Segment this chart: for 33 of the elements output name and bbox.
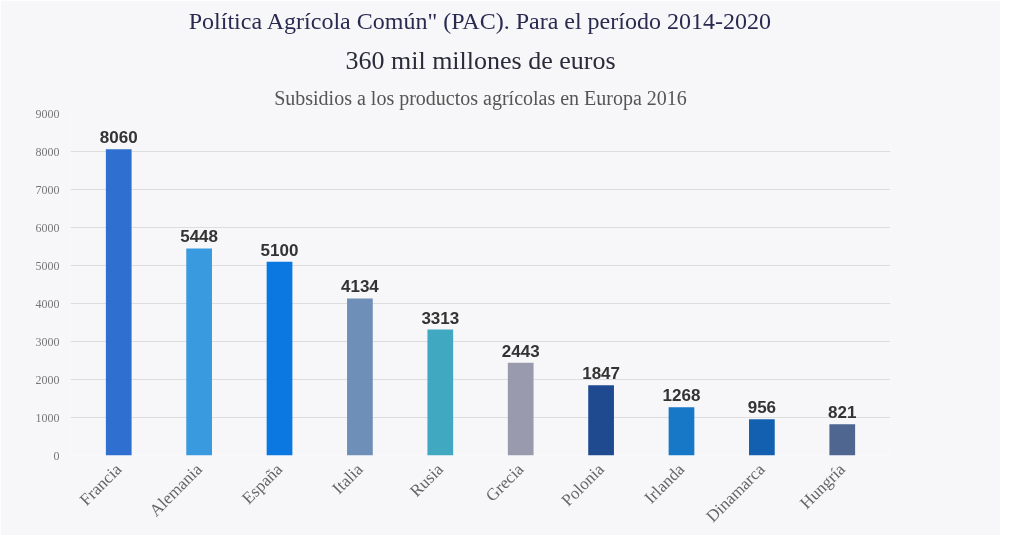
bar [105,149,132,456]
y-tick-label: 3000 [35,334,60,349]
data-label: 3313 [421,308,460,328]
y-tick-label: 0 [53,448,60,463]
y-tick-label: 1000 [35,410,60,425]
chart-title: Política Agrícola Común" (PAC). Para el período 2014-2020 [188,7,771,34]
bar [507,362,534,456]
data-label: 821 [828,403,857,423]
bar [668,407,695,456]
data-label: 5448 [180,227,219,247]
y-tick-label: 5000 [35,258,60,273]
y-tick-label: 9000 [35,106,60,121]
data-label: 956 [747,398,777,418]
data-label: 5100 [260,240,299,260]
bar [427,329,454,456]
data-label: 8060 [99,128,138,148]
y-tick-label: 7000 [35,182,60,197]
text: Subsidios a los productos agrícolas en Europa 2016 [274,86,687,110]
data-label: 1847 [582,364,621,384]
y-tick-label: 8000 [35,144,60,159]
bar [347,298,373,456]
chart-subtitle: 360 mil millones de euros [345,45,616,75]
bar [829,424,856,456]
y-tick-label: 2000 [35,372,60,387]
bar [749,419,775,456]
y-tick-label: 4000 [35,296,60,311]
bar [266,261,293,456]
bar [588,385,614,456]
data-label: 4134 [341,277,380,297]
data-label: 2443 [501,341,540,361]
bar [186,248,212,456]
y-tick-label: 6000 [35,220,60,235]
data-label: 1268 [662,386,701,406]
